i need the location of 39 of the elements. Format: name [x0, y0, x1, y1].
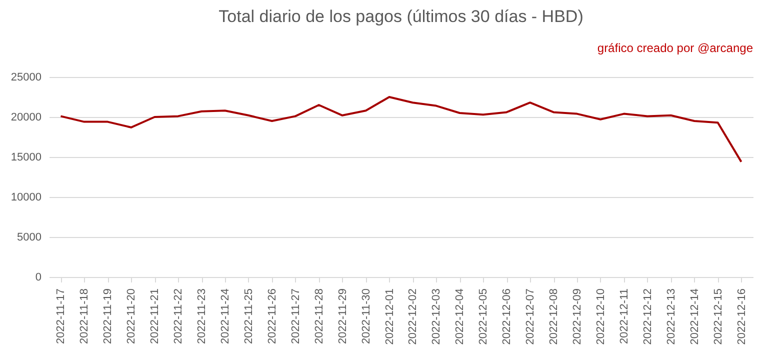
x-tick-label: 2022-11-25	[242, 288, 255, 344]
x-tick-label: 2022-11-19	[102, 288, 114, 344]
x-tick-label: 2022-12-02	[407, 288, 420, 345]
x-tick-label: 2022-12-01	[384, 288, 396, 345]
x-tick-label: 2022-11-18	[78, 288, 91, 344]
chart-title: Total diario de los pagos (últimos 30 días - HBD)	[218, 7, 584, 26]
x-tick-label: 2022-11-28	[313, 288, 326, 344]
x-tick-label: 2022-12-10	[594, 288, 607, 345]
x-tick-label: 2022-11-22	[172, 288, 185, 344]
x-tick-label: 2022-11-30	[360, 288, 372, 344]
x-tick-label: 2022-12-03	[430, 288, 443, 345]
line-series	[60, 96, 742, 163]
y-tick-label: 0	[35, 272, 42, 284]
y-tick-label: 5000	[17, 232, 42, 244]
text: gráfico creado por @arcange	[597, 41, 754, 55]
x-tick-label: 2022-11-21	[149, 288, 162, 344]
x-tick-label: 2022-12-13	[665, 288, 678, 345]
y-tick-label: 20000	[10, 112, 42, 124]
x-tick-label: 2022-11-24	[220, 288, 232, 344]
x-tick-label: 2022-11-27	[290, 288, 302, 344]
y-tick-label: 10000	[10, 192, 42, 204]
x-tick-label: 2022-12-08	[548, 288, 560, 345]
x-tick-label: 2022-11-23	[196, 288, 208, 344]
x-tick-label: 2022-11-20	[126, 288, 138, 344]
x-tick-label: 2022-12-14	[688, 288, 701, 345]
x-tick-label: 2022-12-04	[454, 288, 466, 345]
x-tick-label: 2022-11-29	[336, 288, 349, 344]
x-tick-label: 2022-12-06	[501, 288, 514, 345]
y-tick-label: 15000	[10, 152, 42, 164]
x-tick-label: 2022-12-16	[736, 288, 748, 345]
x-tick-label: 2022-12-05	[478, 288, 490, 345]
y-tick-label: 25000	[10, 72, 42, 84]
x-tick-label: 2022-12-12	[642, 288, 654, 345]
x-tick-label: 2022-12-15	[712, 288, 724, 345]
x-tick-label: 2022-11-26	[266, 288, 278, 344]
x-tick-label: 2022-12-07	[524, 288, 537, 345]
x-tick-label: 2022-12-11	[618, 288, 630, 344]
x-tick-label: 2022-12-09	[572, 288, 584, 345]
x-tick-label: 2022-11-17	[55, 288, 68, 344]
